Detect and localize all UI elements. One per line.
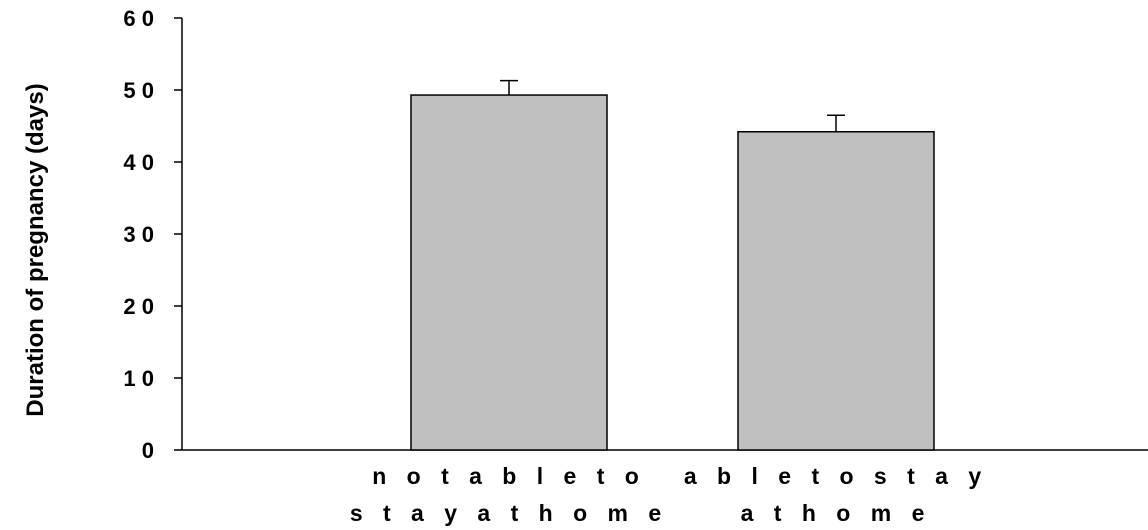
y-tick-label: 1 0 [123, 366, 154, 391]
bar [737, 131, 935, 451]
y-tick-label: 0 [142, 438, 154, 463]
x-category-labels: n o t a b l e t o s t a y a t h o m e a b … [350, 463, 988, 526]
y-tick-label: 2 0 [123, 294, 154, 319]
x-category-label: s t a y a t h o m e [350, 500, 668, 526]
x-category-label: n o t a b l e t o [372, 463, 646, 489]
bars [410, 79, 935, 451]
y-tick-label: 3 0 [123, 222, 154, 247]
x-category-label: a t h o m e [741, 500, 932, 526]
y-tick-label: 5 0 [123, 78, 154, 103]
y-ticks: 0 1 0 2 0 3 0 4 0 5 0 6 0 [123, 6, 182, 463]
x-category-label: a b l e t o s t a y [684, 463, 988, 489]
y-tick-label: 4 0 [123, 150, 154, 175]
bar [410, 94, 608, 451]
axes [181, 18, 1148, 451]
y-tick-label: 6 0 [123, 6, 154, 31]
y-axis-title: Duration of pregnancy (days) [22, 83, 49, 416]
